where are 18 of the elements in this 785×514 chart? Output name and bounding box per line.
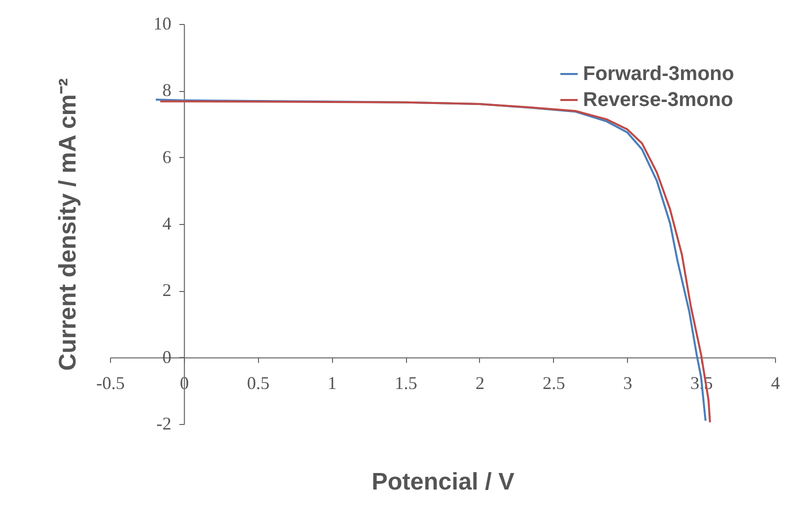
y-tick-label: 10 [153, 14, 172, 34]
y-tick-label: 8 [162, 80, 172, 100]
y-tick-label: 2 [162, 280, 172, 300]
x-tick-label: 3 [623, 372, 632, 393]
y-tick-label: 6 [162, 146, 172, 167]
x-tick-label: 0.5 [247, 372, 270, 393]
legend-label: Reverse-3mono [583, 89, 734, 111]
x-tick-label: -0.5 [96, 372, 125, 393]
y-tick-label: -2 [156, 414, 172, 434]
x-tick-label: 1.5 [394, 372, 418, 393]
x-tick-label: 1 [328, 372, 337, 393]
y-axis-title: Current density / mA cm⁻² [54, 78, 82, 371]
y-tick-label: 4 [162, 214, 172, 234]
x-tick-label: 4 [771, 372, 780, 393]
x-tick-label: 2.5 [542, 372, 566, 393]
x-axis-title: Potencial / V [372, 468, 514, 496]
legend-label: Forward-3mono [583, 63, 734, 85]
x-tick-label: 2 [475, 372, 484, 393]
